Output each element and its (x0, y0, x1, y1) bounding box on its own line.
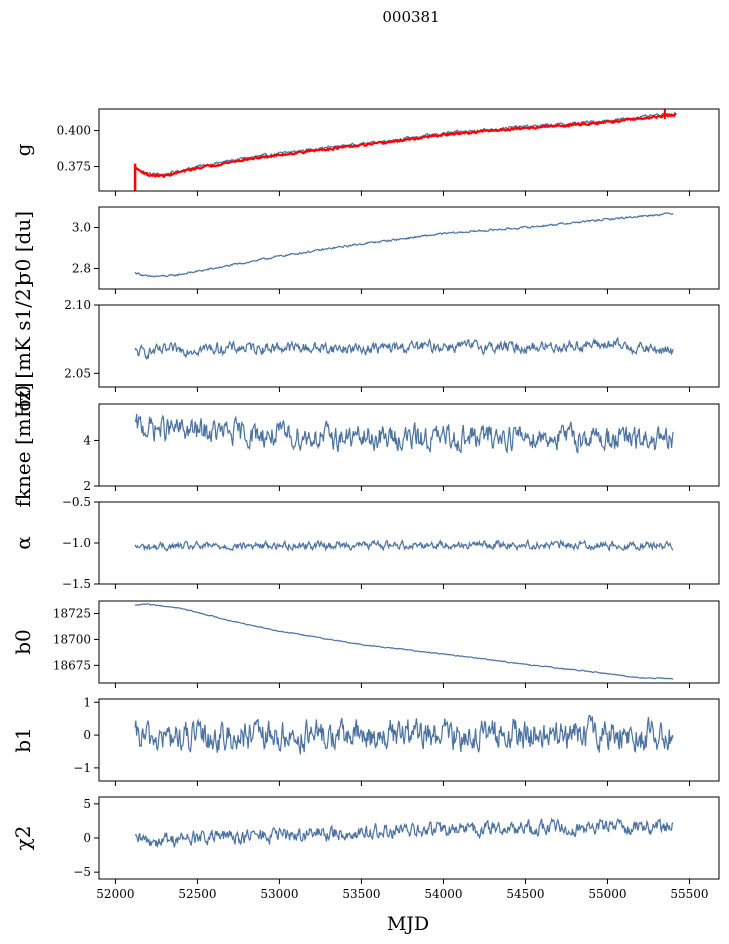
y-tick-label: 18700 (53, 632, 91, 646)
axes-frame (98, 501, 720, 585)
y-tick-label: −5 (73, 865, 91, 879)
series-line-b1-0 (134, 714, 674, 755)
y-tick-label: 0 (83, 831, 91, 845)
series-line-g-1 (134, 112, 677, 179)
x-tick-label: 53500 (342, 887, 380, 901)
x-tick-label: 55500 (670, 887, 708, 901)
y-axis-label-fknee: fknee [mHz] (11, 383, 35, 508)
panel-b1: −1 0 1 b1 (11, 695, 720, 786)
series-line-b0-0 (134, 603, 674, 680)
axes-frame (98, 304, 720, 388)
y-tick-label: −1 (73, 761, 91, 775)
y-tick-label: −1.5 (62, 577, 91, 591)
panel-alpha: −1.5 −1.0 −0.5 α (11, 495, 720, 591)
y-tick-label: 3.0 (72, 221, 91, 235)
x-tick-label: 55000 (588, 887, 626, 901)
panel-sigma0_mk: 2.05 2.10 σ0 [mK s1/2] (11, 280, 720, 412)
y-tick-label: 0 (83, 728, 91, 742)
panels: 0.375 0.400 g 2.8 3.0 σ0 [du] 2.05 2.10 σ0 [mK s… (11, 108, 720, 901)
y-tick-label: −1.0 (62, 536, 91, 550)
y-axis-label-b0: b0 (11, 629, 35, 655)
y-tick-label: 2.8 (72, 262, 91, 276)
y-tick-label: 0.375 (57, 160, 91, 174)
panel-chi2: −5 0 5 52000 52500 53000 53500 54000 54500 55000 5… (11, 796, 720, 901)
series-line-sigma0_mk-0 (134, 336, 674, 360)
axes-frame (98, 403, 720, 487)
series-line-fknee-0 (134, 413, 674, 455)
y-axis-label-b1: b1 (11, 727, 35, 753)
axes-frame (98, 108, 720, 192)
y-tick-label: 5 (83, 797, 91, 811)
panel-b0: 18675 18700 18725 b0 (11, 600, 720, 688)
y-tick-label: 18725 (53, 606, 91, 620)
axes-frame (98, 698, 720, 782)
y-axis-label-g: g (11, 143, 35, 156)
y-axis-label-sigma0_mk: σ0 [mK s1/2] (11, 280, 35, 411)
series-line-chi2-0 (134, 817, 674, 849)
y-tick-label: −0.5 (62, 495, 91, 509)
y-axis-label-alpha: α (11, 536, 35, 550)
y-tick-label: 1 (83, 695, 91, 709)
y-axis-label-sigma0_du: σ0 [du] (11, 211, 35, 285)
panel-g: 0.375 0.400 g (11, 108, 720, 196)
y-tick-label: 0.400 (57, 124, 91, 138)
x-tick-label: 54500 (506, 887, 544, 901)
x-tick-label: 53000 (260, 887, 298, 901)
x-tick-label: 52000 (96, 887, 134, 901)
x-axis-label: MJD (387, 913, 429, 935)
y-tick-label: 18675 (53, 658, 91, 672)
y-axis-label-chi2: χ2 (11, 826, 35, 851)
y-tick-label: 2 (83, 479, 91, 493)
panel-fknee: 2 4 fknee [mHz] (11, 383, 720, 508)
y-tick-label: 2.10 (64, 298, 91, 312)
y-tick-label: 2.05 (64, 366, 91, 380)
x-tick-label: 54000 (424, 887, 462, 901)
figure-title: 000381 (382, 8, 439, 26)
y-tick-label: 4 (83, 433, 91, 447)
series-line-g-0 (134, 111, 677, 177)
axes-frame (98, 206, 720, 290)
axes-frame (98, 600, 720, 684)
panel-sigma0_du: 2.8 3.0 σ0 [du] (11, 206, 720, 294)
x-tick-label: 52500 (178, 887, 216, 901)
series-line-sigma0_du-0 (134, 212, 674, 278)
series-line-alpha-0 (134, 538, 674, 553)
